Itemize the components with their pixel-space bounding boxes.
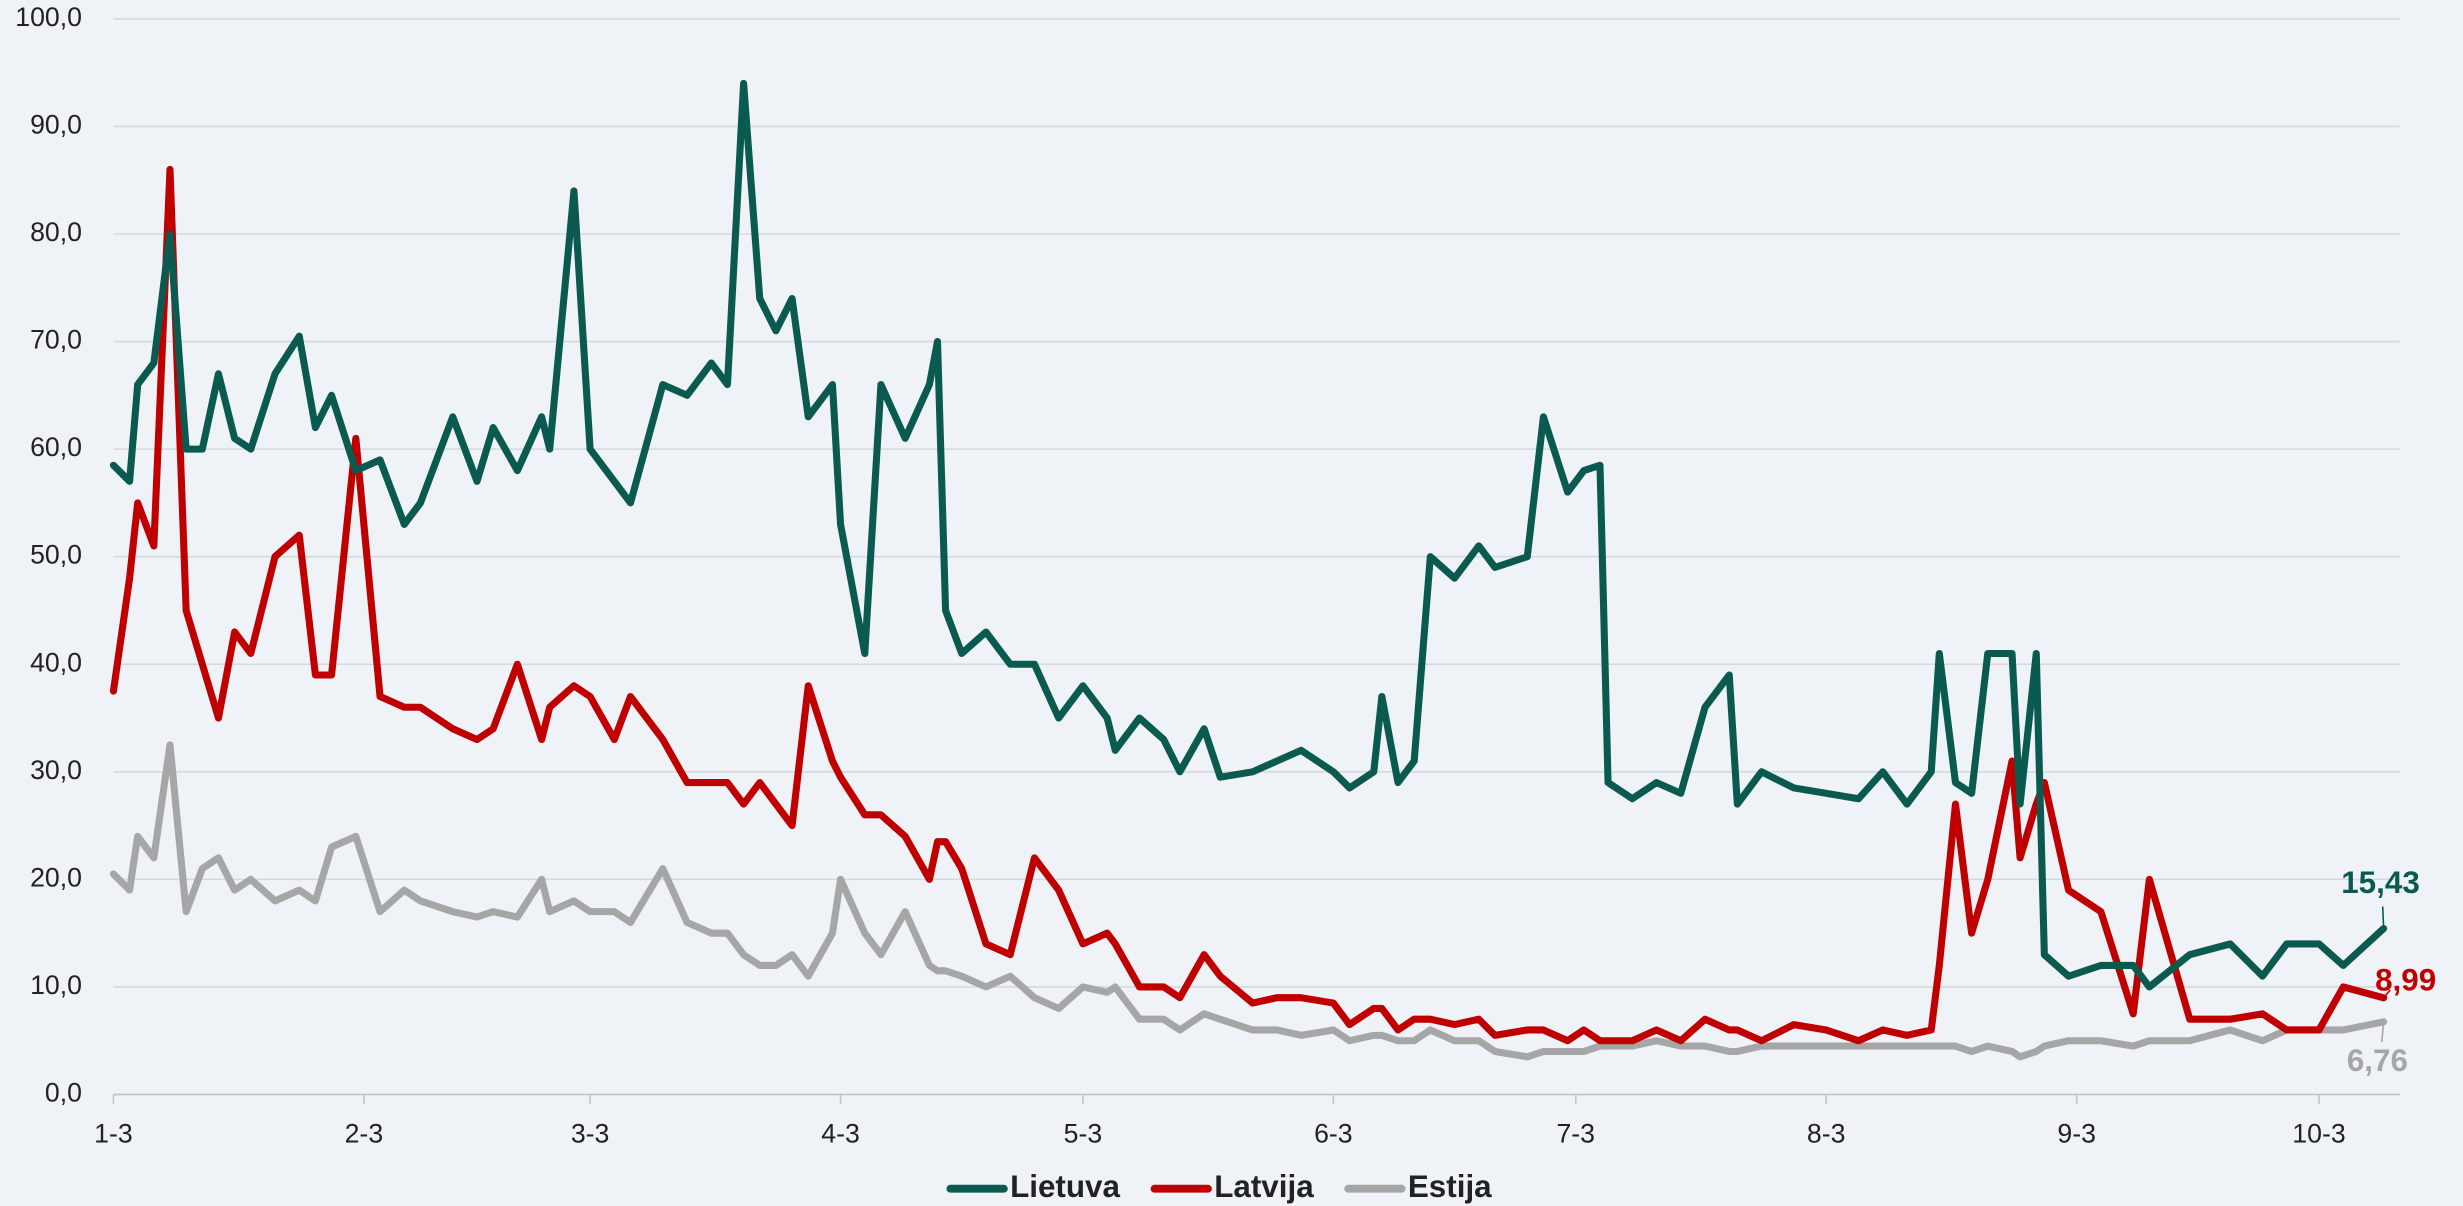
x-tick-label: 2-3 [345,1118,384,1148]
series-line [109,165,2388,1045]
y-tick-label: 100,0 [15,2,82,32]
y-tick-label: 40,0 [30,647,82,677]
label-leader [2383,989,2391,999]
label-leader [2380,1021,2385,1043]
label-leader [2381,906,2385,929]
y-tick-label: 70,0 [30,325,82,355]
legend-label: Estija [1408,1169,1492,1204]
y-tick-label: 20,0 [30,862,82,892]
x-tick-label: 3-3 [571,1118,610,1148]
x-tick-label: 6-3 [1314,1118,1353,1148]
legend-label: Latvija [1214,1169,1314,1204]
y-tick-label: 0,0 [45,1078,82,1108]
x-tick-label: 4-3 [821,1118,860,1148]
x-tick-label: 8-3 [1807,1118,1846,1148]
series-line [109,741,2388,1061]
series-line [109,79,2388,991]
x-tick-label: 1-3 [94,1118,133,1148]
y-tick-label: 30,0 [30,755,82,785]
y-tick-label: 80,0 [30,217,82,247]
legend-label: Lietuva [1010,1169,1120,1204]
y-tick-label: 60,0 [30,432,82,462]
x-tick-label: 10-3 [2292,1118,2345,1148]
x-tick-label: 5-3 [1064,1118,1103,1148]
data-label: 8,99 [2375,962,2436,997]
y-tick-label: 10,0 [30,970,82,1000]
x-tick-label: 7-3 [1556,1118,1595,1148]
data-label: 15,43 [2341,865,2420,900]
x-tick-label: 9-3 [2057,1118,2096,1148]
y-tick-label: 90,0 [30,109,82,139]
data-label: 6,76 [2347,1043,2408,1078]
y-tick-label: 50,0 [30,540,82,570]
